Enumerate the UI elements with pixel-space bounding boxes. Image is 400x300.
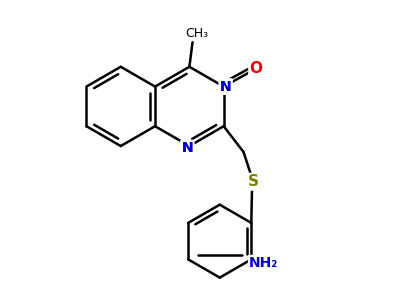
Text: N: N (220, 80, 232, 94)
Text: N: N (182, 141, 193, 155)
Text: NH₂: NH₂ (248, 256, 278, 269)
Text: CH₃: CH₃ (186, 27, 209, 40)
Text: S: S (248, 174, 258, 189)
Text: N: N (182, 141, 193, 155)
Text: O: O (250, 61, 263, 76)
Text: N: N (220, 80, 232, 94)
